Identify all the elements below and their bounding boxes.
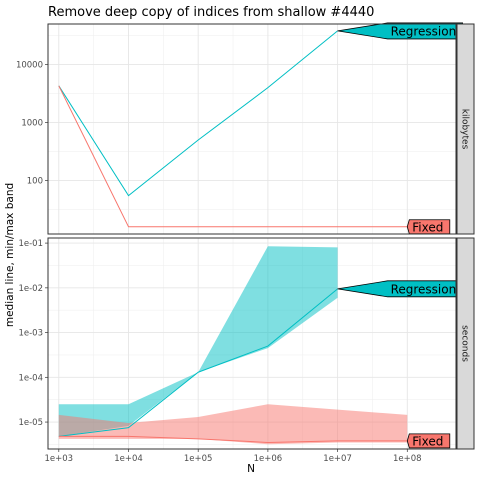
x-axis-label: N bbox=[247, 463, 255, 475]
y-tick-label: 1e-03 bbox=[18, 329, 43, 339]
direct-label-box-fixed bbox=[406, 433, 451, 449]
x-tick-label: 1e+05 bbox=[184, 454, 213, 464]
x-tick-label: 1e+06 bbox=[254, 454, 283, 464]
x-tick-label: 1e+08 bbox=[393, 454, 422, 464]
strip-label-kilobytes: kilobytes bbox=[460, 109, 470, 150]
direct-label-box-fixed bbox=[406, 219, 451, 235]
panel-kilobytes: 100 1000 10000 Regression Fixed kilobytes bbox=[16, 22, 475, 235]
median-line-fixed bbox=[58, 435, 408, 443]
x-tick-label: 1e+07 bbox=[323, 454, 352, 464]
band-fixed bbox=[58, 404, 408, 445]
direct-label-regression: Regression bbox=[391, 24, 457, 38]
strip-kilobytes bbox=[456, 23, 475, 235]
y-axis-label: median line, min/max band bbox=[4, 183, 16, 327]
y-tick-label: 1e-02 bbox=[18, 284, 43, 294]
x-tick-label: 1e+04 bbox=[114, 454, 143, 464]
direct-label-regression: Regression bbox=[391, 282, 457, 296]
y-tick-label: 1e-01 bbox=[18, 239, 43, 249]
y-tick-label: 1e-05 bbox=[18, 418, 43, 428]
chart-title: Remove deep copy of indices from shallow… bbox=[48, 5, 374, 20]
median-line-regression bbox=[58, 30, 338, 197]
strip-label-seconds: seconds bbox=[460, 325, 470, 362]
panel-border bbox=[47, 23, 457, 235]
direct-label-fixed: Fixed bbox=[412, 220, 443, 234]
y-tick-label: 1000 bbox=[21, 119, 43, 129]
y-tick-label: 10000 bbox=[16, 61, 43, 71]
panel-seconds: 1e-05 1e-04 1e-03 1e-02 1e-01 Regression Fixed… bbox=[18, 237, 475, 450]
panel-border bbox=[47, 237, 457, 450]
panels-group: 100 1000 10000 Regression Fixed kilobytes 1e-0… bbox=[16, 22, 475, 450]
median-line-fixed bbox=[58, 85, 408, 228]
y-tick-label: 100 bbox=[27, 177, 43, 187]
median-line-regression bbox=[58, 288, 338, 437]
band-regression bbox=[58, 246, 338, 437]
direct-label-fixed: Fixed bbox=[412, 434, 443, 448]
x-tick-label: 1e+03 bbox=[45, 454, 74, 464]
panel-background bbox=[48, 24, 456, 234]
x-axis: 1e+03 1e+04 1e+05 1e+06 1e+07 1e+08 bbox=[45, 449, 422, 464]
y-tick-label: 1e-04 bbox=[18, 373, 43, 383]
strip-seconds bbox=[456, 237, 475, 450]
